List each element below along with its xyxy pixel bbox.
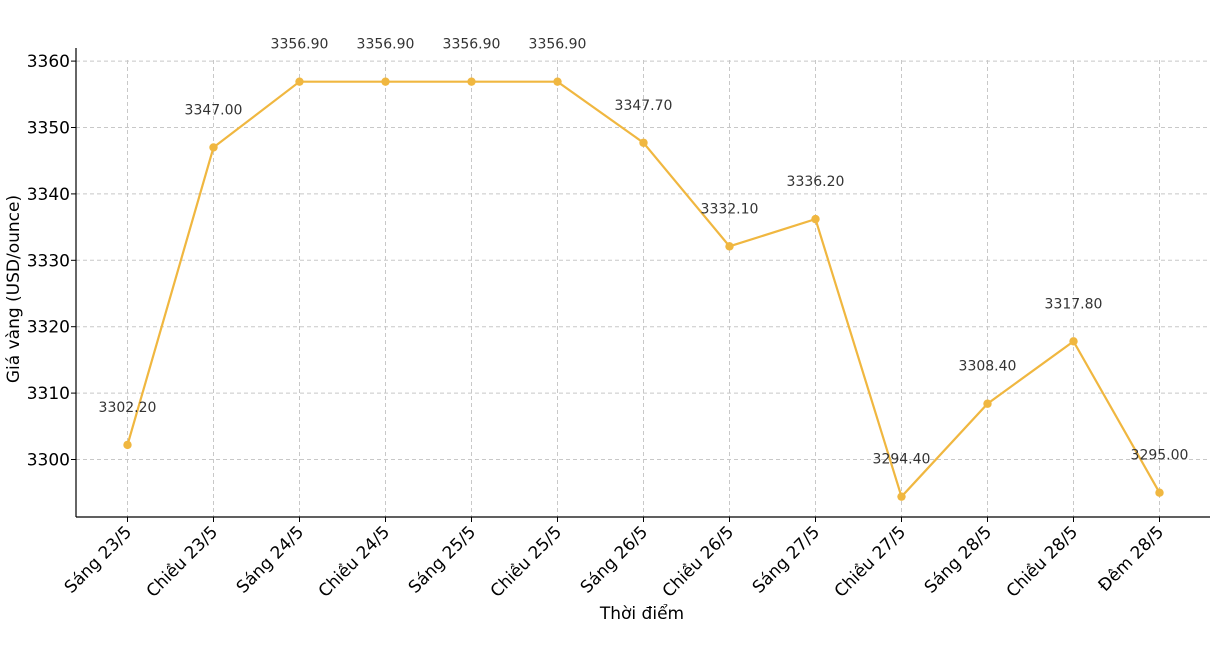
y-ticks: 3300 3310 3320 3330 3340 3350 3360 bbox=[27, 52, 76, 471]
data-point bbox=[1069, 337, 1078, 346]
x-tick-label: Chiều 24/5 bbox=[314, 522, 394, 602]
x-tick-label: Chiều 26/5 bbox=[658, 522, 738, 602]
data-point bbox=[209, 143, 218, 152]
x-axis-title: Thời điểm bbox=[599, 603, 684, 624]
data-label: 3336.20 bbox=[787, 174, 845, 190]
x-tick-label: Sáng 23/5 bbox=[61, 522, 136, 597]
data-point bbox=[811, 214, 820, 224]
x-tick-label: Sáng 28/5 bbox=[921, 522, 996, 597]
data-label: 3347.00 bbox=[185, 102, 243, 118]
data-point bbox=[897, 492, 906, 501]
y-tick-label: 3350 bbox=[27, 119, 70, 139]
x-tick-label: Sáng 26/5 bbox=[577, 522, 652, 597]
data-label: 3308.40 bbox=[959, 359, 1017, 375]
x-tick-label: Đêm 28/5 bbox=[1095, 522, 1168, 595]
x-tick-label: Chiều 28/5 bbox=[1002, 522, 1082, 602]
x-tick-label: Sáng 27/5 bbox=[749, 522, 824, 597]
x-tick-label: Chiều 27/5 bbox=[830, 522, 910, 602]
y-tick-label: 3300 bbox=[27, 451, 70, 471]
x-tick-label: Chiều 23/5 bbox=[142, 522, 222, 602]
data-point bbox=[639, 138, 648, 147]
data-label: 3294.40 bbox=[873, 452, 931, 468]
data-labels: 3302.20 3347.00 3356.90 3356.90 3356.90 3356.… bbox=[99, 37, 1189, 468]
y-tick-label: 3360 bbox=[27, 52, 70, 72]
data-point bbox=[295, 77, 304, 86]
data-point bbox=[1155, 488, 1164, 497]
data-point bbox=[123, 440, 132, 450]
x-tick-label: Sáng 25/5 bbox=[405, 522, 480, 597]
y-tick-label: 3320 bbox=[27, 318, 70, 338]
data-label: 3317.80 bbox=[1045, 296, 1103, 312]
data-point bbox=[467, 77, 476, 86]
grid bbox=[76, 60, 1210, 517]
data-point bbox=[381, 77, 390, 86]
y-tick-label: 3310 bbox=[27, 384, 70, 404]
data-label: 3356.90 bbox=[271, 37, 329, 53]
data-point bbox=[553, 77, 562, 86]
data-point bbox=[983, 399, 992, 408]
data-label: 3356.90 bbox=[529, 37, 587, 53]
series-points bbox=[123, 77, 1164, 501]
y-axis-title: Giá vàng (USD/ounce) bbox=[4, 195, 24, 383]
data-label: 3356.90 bbox=[357, 37, 415, 53]
data-point bbox=[725, 242, 734, 251]
y-tick-label: 3330 bbox=[27, 251, 70, 271]
data-label: 3295.00 bbox=[1131, 448, 1189, 464]
data-label: 3356.90 bbox=[443, 37, 501, 53]
data-label: 3332.10 bbox=[701, 201, 759, 217]
x-tick-label: Sáng 24/5 bbox=[233, 522, 308, 597]
y-tick-label: 3340 bbox=[27, 185, 70, 205]
x-tick-label: Chiều 25/5 bbox=[486, 522, 566, 602]
data-label: 3347.70 bbox=[615, 98, 673, 114]
data-label: 3302.20 bbox=[99, 400, 157, 416]
x-ticks: Sáng 23/5 Chiều 23/5 Sáng 24/5 Chiều 24/5 Sá… bbox=[61, 517, 1168, 602]
